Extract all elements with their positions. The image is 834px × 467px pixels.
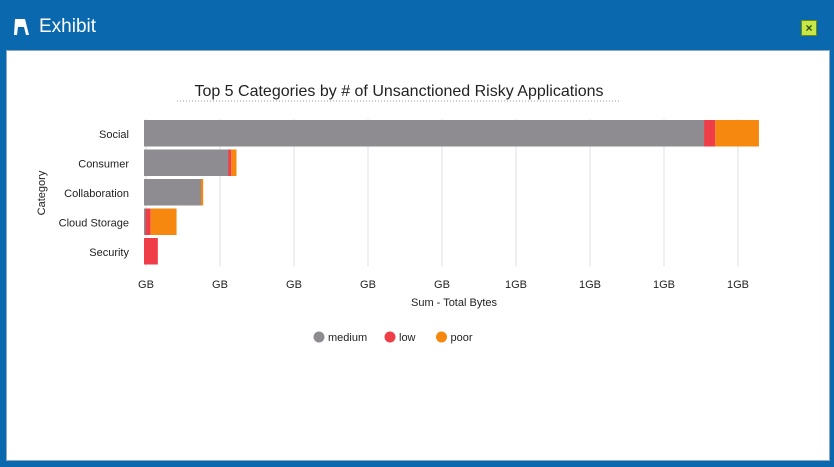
close-button[interactable]: × — [801, 20, 817, 36]
legend-marker-medium — [313, 331, 325, 343]
bar-low — [704, 120, 716, 147]
y-tick-label: Collaboration — [64, 188, 129, 200]
x-tick-label: 1GB — [727, 279, 749, 291]
legend-label-low: low — [399, 332, 416, 344]
y-tick-label: Security — [89, 247, 129, 259]
x-tick-label: 1GB — [579, 279, 601, 291]
bar-medium — [144, 179, 203, 206]
y-tick-label: Social — [99, 129, 129, 141]
legend-label-medium: medium — [328, 332, 367, 344]
bar-low — [228, 149, 232, 176]
bar-poor — [231, 149, 237, 176]
window-titlebar: Exhibit × — [0, 0, 834, 50]
x-axis-label: Sum - Total Bytes — [411, 297, 497, 309]
legend-marker-poor — [436, 331, 447, 343]
chart-title: Top 5 Categories by # of Unsanctioned Ri… — [194, 83, 603, 100]
bar-poor — [200, 179, 204, 206]
legend-marker-low — [384, 331, 396, 343]
bar-low — [145, 208, 151, 235]
y-tick-label: Cloud Storage — [59, 217, 129, 229]
window-title: Exhibit — [39, 16, 97, 37]
x-tick-label: 1GB — [653, 279, 675, 291]
exhibit-content: Top 5 Categories by # of Unsanctioned Ri… — [6, 50, 830, 461]
bar-poor — [715, 120, 759, 147]
legend-label-poor: poor — [451, 332, 473, 344]
x-tick-label: GB — [360, 279, 376, 291]
bar-medium — [144, 120, 707, 147]
x-tick-label: GB — [138, 279, 154, 291]
y-tick-label: Consumer — [78, 158, 129, 170]
y-axis-label: Category — [36, 170, 48, 215]
x-tick-label: GB — [434, 279, 450, 291]
x-tick-label: GB — [286, 279, 302, 291]
x-tick-label: 1GB — [505, 279, 527, 291]
chart: Top 5 Categories by # of Unsanctioned Ri… — [36, 83, 759, 344]
bar-low — [144, 238, 158, 265]
exhibit-icon — [14, 19, 29, 35]
x-tick-label: GB — [212, 279, 228, 291]
bar-medium — [144, 149, 231, 176]
bar-poor — [150, 208, 177, 235]
close-icon: × — [805, 21, 813, 35]
